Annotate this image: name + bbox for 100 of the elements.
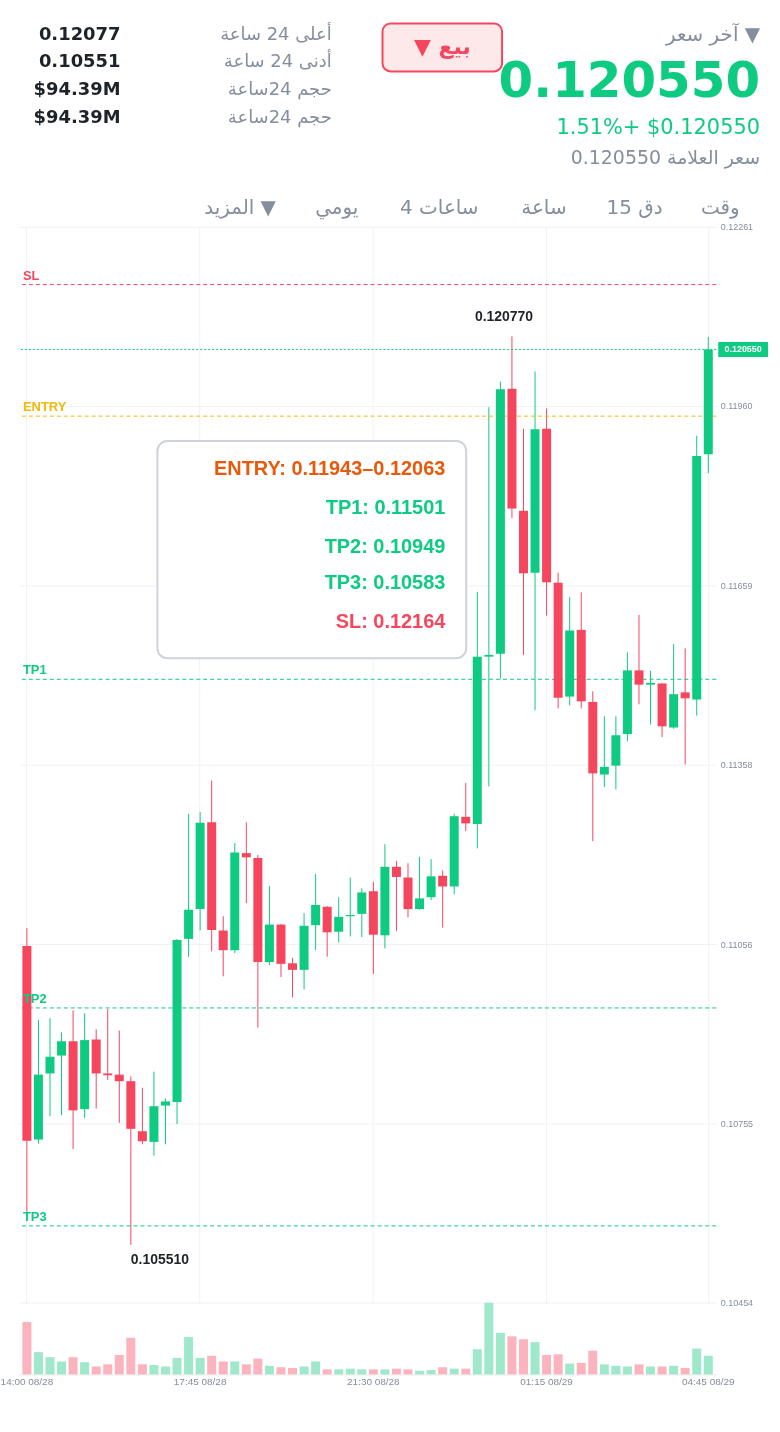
bar	[68, 1357, 78, 1375]
candlestick	[634, 614, 644, 705]
bar	[588, 1350, 598, 1375]
y-tick-label: 0.12261	[720, 222, 754, 233]
bar	[103, 1364, 113, 1375]
ref-line-label: SL	[22, 267, 40, 283]
x-tick-label: 04:45 08/29	[681, 1375, 736, 1387]
candlestick	[103, 1008, 113, 1081]
text: 4 ساعات	[400, 195, 479, 219]
bar	[646, 1366, 656, 1375]
bar	[172, 1357, 182, 1375]
bar	[288, 1367, 298, 1375]
candlestick	[415, 856, 425, 911]
annotation: 0.105510	[130, 1250, 190, 1267]
y-tick-label: 0.11056	[720, 939, 753, 950]
text: $94.39M	[33, 78, 121, 100]
bar	[80, 1362, 90, 1375]
candlestick	[218, 915, 228, 977]
bar	[241, 1364, 251, 1375]
bar	[218, 1361, 228, 1375]
x-tick-label: 14:00 08/28	[0, 1375, 54, 1387]
text: يومي	[315, 195, 359, 220]
bar	[518, 1339, 528, 1375]
text: 15 دق	[606, 195, 663, 219]
bar	[334, 1369, 344, 1375]
candlestick	[57, 1031, 67, 1116]
bar	[357, 1369, 367, 1375]
y-tick-label: 0.11659	[720, 580, 753, 591]
text: ساعة	[521, 195, 567, 219]
candlestick	[438, 869, 448, 929]
y-tick-label: 0.11960	[720, 401, 753, 412]
text: أدنى 24 ساعة	[223, 49, 332, 72]
bar	[57, 1361, 67, 1375]
text: 1.51%+ $0.120550	[556, 115, 761, 140]
candlestick	[160, 1097, 170, 1145]
bar	[472, 1349, 482, 1375]
text: $94.39M	[33, 106, 121, 128]
bar	[195, 1357, 205, 1375]
ref-line-label: TP1	[22, 662, 47, 678]
bar	[622, 1366, 632, 1375]
annotation: TP1: 0.11501	[325, 495, 446, 518]
text: 0.120550	[498, 51, 761, 110]
bar	[380, 1369, 390, 1375]
candlestick	[311, 873, 321, 951]
text: حجم 24ساعة	[227, 106, 332, 129]
candlestick	[288, 957, 298, 998]
bar	[160, 1366, 170, 1375]
text: 0.10551	[38, 50, 121, 72]
bar	[322, 1369, 332, 1375]
bar	[114, 1355, 124, 1375]
bar	[599, 1364, 609, 1375]
bar	[311, 1361, 321, 1375]
y-tick-label: 0.10454	[720, 1298, 754, 1309]
candlestick	[137, 1087, 147, 1145]
bar	[253, 1358, 263, 1375]
bar	[368, 1369, 378, 1375]
bar	[403, 1369, 413, 1375]
candlestick	[680, 647, 690, 765]
y-tick-label: 0.11358	[720, 759, 753, 770]
text: سعر العلامة 0.120550	[570, 146, 761, 170]
ref-line-label: ENTRY	[22, 399, 67, 415]
bar	[438, 1367, 448, 1375]
annotation: 0.120770	[474, 308, 534, 325]
bar	[137, 1364, 147, 1375]
bar	[530, 1342, 540, 1375]
text: حجم 24ساعة	[227, 78, 332, 101]
text: آخر سعر ▼	[665, 21, 761, 46]
bar	[484, 1302, 494, 1375]
text: وقت	[700, 195, 740, 219]
ref-line-label: 0.120550	[724, 344, 762, 355]
bar	[680, 1367, 690, 1375]
text: ▼ بيع	[413, 34, 471, 60]
bar	[45, 1357, 55, 1375]
ref-line-label: TP3	[22, 1208, 47, 1224]
bar	[611, 1365, 621, 1375]
bar	[426, 1370, 436, 1375]
annotation: ENTRY: 0.11943–0.12063	[213, 456, 446, 479]
candlestick	[241, 821, 251, 904]
text: المزيد ▼	[204, 195, 277, 219]
annotation: SL: 0.12164	[335, 610, 446, 633]
y-tick-label: 0.10755	[720, 1118, 754, 1129]
bar	[703, 1355, 713, 1375]
bar	[553, 1354, 563, 1375]
candlestick	[334, 896, 344, 943]
bar	[184, 1337, 194, 1375]
candlestick	[426, 858, 436, 901]
bar	[264, 1365, 274, 1375]
candlestick	[391, 860, 401, 932]
bar	[230, 1361, 240, 1375]
candlestick	[461, 782, 471, 832]
x-tick-label: 21:30 08/28	[347, 1375, 401, 1387]
candlestick	[45, 1017, 55, 1117]
bar	[22, 1322, 32, 1375]
bar	[299, 1366, 309, 1375]
bar	[634, 1364, 644, 1375]
bar	[126, 1337, 136, 1375]
candlestick	[599, 715, 609, 788]
bar	[576, 1362, 586, 1375]
bar	[692, 1348, 702, 1375]
bar	[91, 1366, 101, 1375]
